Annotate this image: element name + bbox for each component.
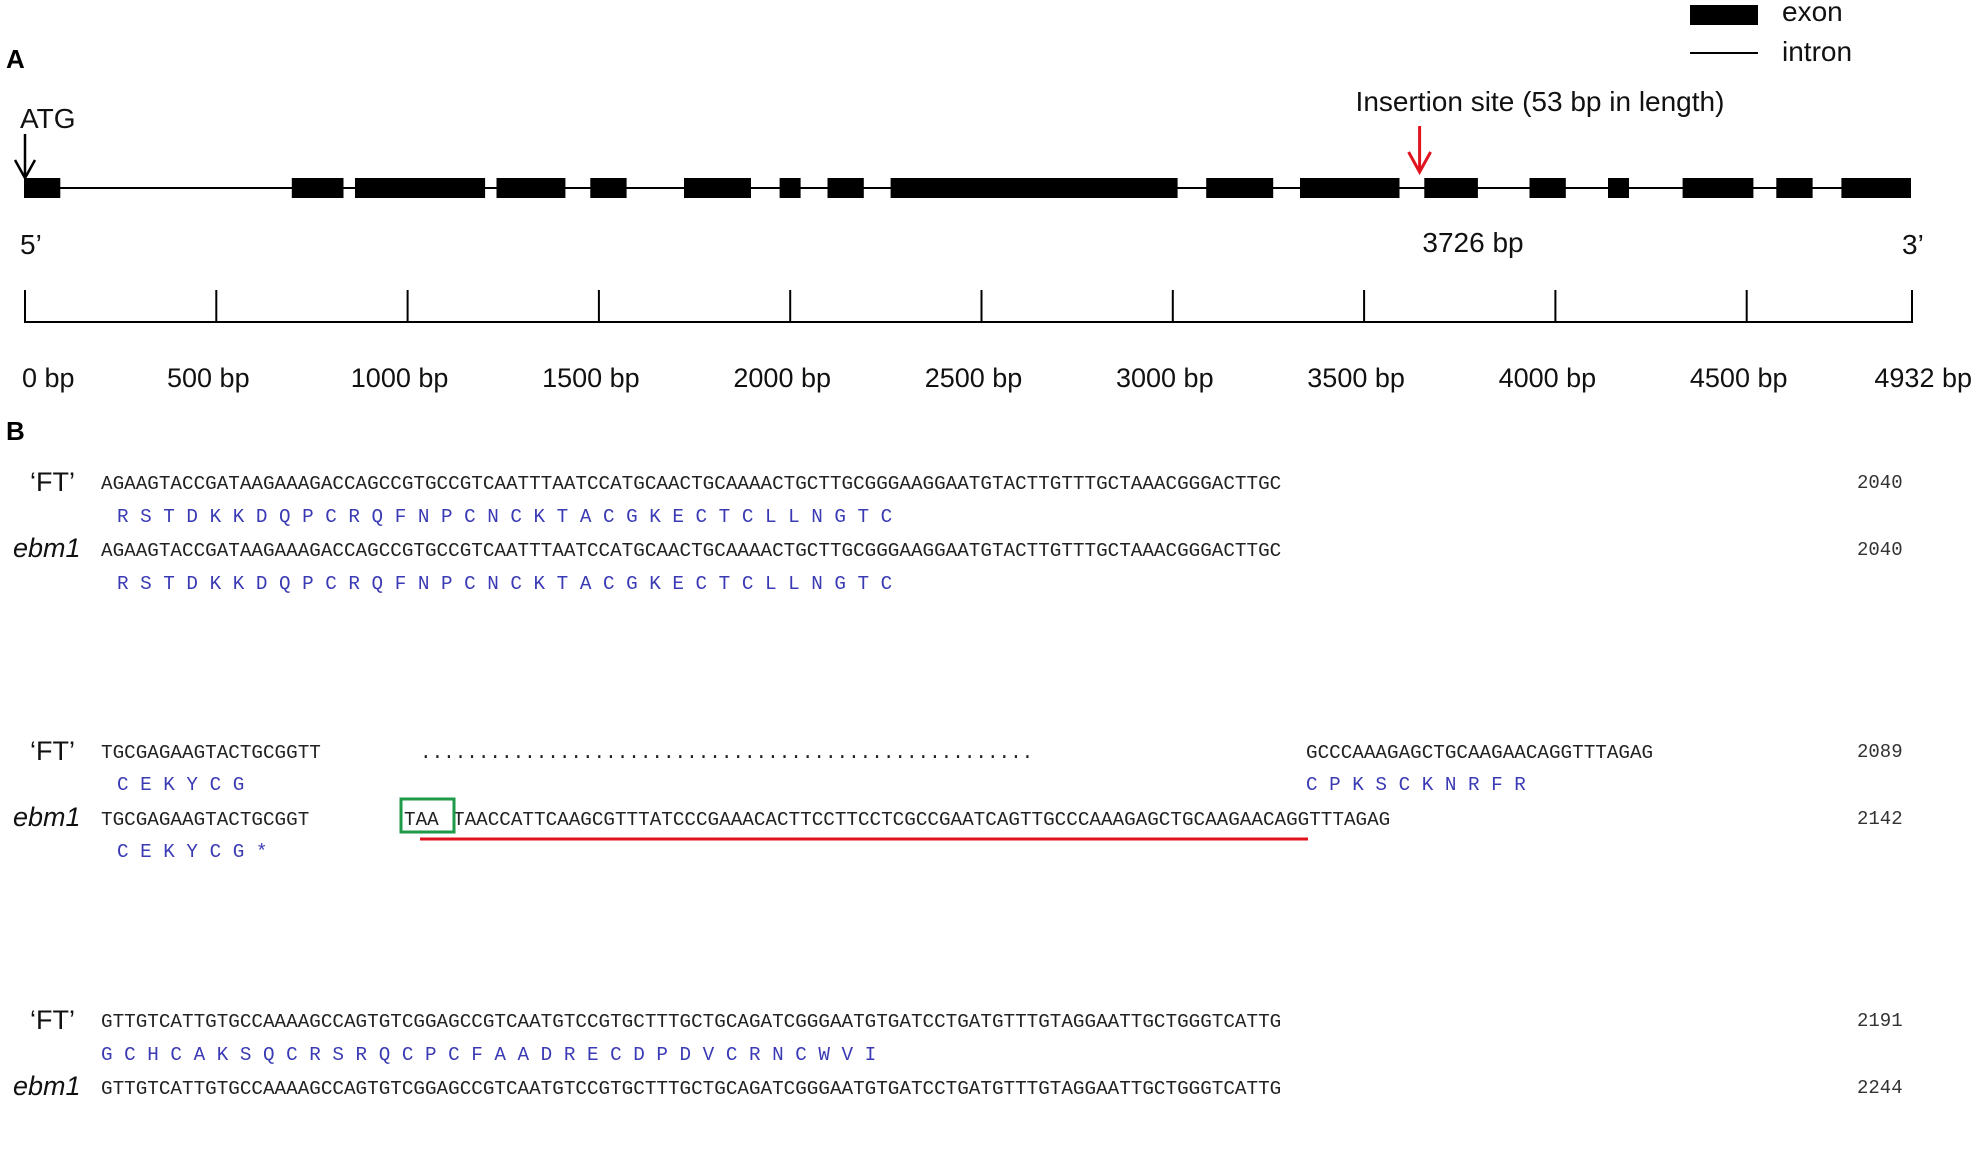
- exon-17: [1841, 178, 1911, 198]
- insertion-site-label: Insertion site (53 bp in length): [1356, 86, 1725, 117]
- legend-exon-label: exon: [1782, 0, 1843, 27]
- exon-7: [779, 178, 801, 198]
- legend-intron-label: intron: [1782, 36, 1852, 67]
- ft-amino-acid-translation: G C H C A K S Q C R S R Q C P C F A A D …: [101, 1044, 876, 1066]
- ebm1-dna-sequence: AGAAGTACCGATAAGAAAGACCAGCCGTGCCGTCAATTTA…: [101, 540, 1281, 562]
- ebm1-position-number: 2142: [1857, 808, 1903, 830]
- scale-tick-label: 4000 bp: [1499, 363, 1597, 393]
- ft-position-number: 2191: [1857, 1010, 1903, 1032]
- alignment-block-3: ‘FT’ GTTGTCATTGTGCCAAAAGCCAGTGTCGGAGCCGT…: [13, 1005, 1903, 1101]
- scale-tick-label: 4932 bp: [1874, 363, 1972, 393]
- three-prime-label: 3’: [1902, 229, 1924, 260]
- scale-tick-label: 500 bp: [167, 363, 250, 393]
- scale-tick-label: 1000 bp: [351, 363, 449, 393]
- scale-tick-label: 3000 bp: [1116, 363, 1214, 393]
- exon-13: [1529, 178, 1566, 198]
- ft-amino-acid-translation: R S T D K K D Q P C R Q F N P C N C K T …: [117, 506, 892, 528]
- exon-group: [24, 178, 1911, 198]
- ebm1-dna-sequence: TGCGAGAAGTACTGCGGT: [101, 809, 309, 831]
- exon-9: [890, 178, 1178, 198]
- alignment-block-2: ‘FT’ TGCGAGAAGTACTGCGGTT ...............…: [13, 736, 1903, 863]
- exon-6: [684, 178, 751, 198]
- ebm1-amino-acid-translation: C E K Y C G *: [117, 841, 267, 863]
- exon-14: [1608, 178, 1629, 198]
- scale-tick-label: 0 bp: [22, 363, 75, 393]
- exon-16: [1776, 178, 1813, 198]
- sequence-name-ft: ‘FT’: [30, 1005, 75, 1035]
- sequence-name-ebm1: ebm1: [13, 533, 81, 563]
- scale-tick-label: 4500 bp: [1690, 363, 1788, 393]
- ebm1-stop-codon: TAA: [404, 809, 439, 831]
- ft-position-number: 2040: [1857, 472, 1903, 494]
- exon-2: [291, 178, 344, 198]
- insertion-position-label: 3726 bp: [1422, 227, 1523, 258]
- exon-8: [827, 178, 864, 198]
- sequence-name-ebm1: ebm1: [13, 802, 81, 832]
- scale-tick-label: 2000 bp: [733, 363, 831, 393]
- gene-model: ATG Insertion site (53 bp in length) 5’ …: [13, 86, 1924, 260]
- sequence-name-ft: ‘FT’: [30, 467, 75, 497]
- scale-tick-label: 1500 bp: [542, 363, 640, 393]
- exon-12: [1424, 178, 1478, 198]
- ebm1-dna-sequence: GTTGTCATTGTGCCAAAAGCCAGTGTCGGAGCCGTCAATG…: [101, 1078, 1281, 1100]
- legend-exon-swatch: [1690, 5, 1758, 25]
- ft-dna-sequence: AGAAGTACCGATAAGAAAGACCAGCCGTGCCGTCAATTTA…: [101, 473, 1281, 495]
- sequence-name-ebm1: ebm1: [13, 1071, 81, 1101]
- insertion-arrow: [1407, 126, 1432, 176]
- ft-dna-sequence: GTTGTCATTGTGCCAAAAGCCAGTGTCGGAGCCGTCAATG…: [101, 1011, 1281, 1033]
- ebm1-amino-acid-translation: R S T D K K D Q P C R Q F N P C N C K T …: [117, 573, 892, 595]
- panel-label-b: B: [6, 416, 25, 446]
- ft-amino-acid-translation-continued: C P K S C K N R F R: [1306, 774, 1526, 796]
- exon-3: [355, 178, 486, 198]
- sequence-name-ft: ‘FT’: [30, 736, 75, 766]
- scale-tick-label: 3500 bp: [1307, 363, 1405, 393]
- scale-ticks: 0 bp 500 bp 1000 bp 1500 bp 2000 bp 2500 bp 30…: [22, 290, 1972, 393]
- stop-codon-box: [399, 797, 456, 834]
- atg-arrow: [13, 134, 37, 181]
- ft-alignment-gap: ........................................…: [420, 742, 1033, 764]
- exon-1: [24, 178, 61, 198]
- ebm1-position-number: 2040: [1857, 539, 1903, 561]
- ft-position-number: 2089: [1857, 741, 1903, 763]
- exon-11: [1300, 178, 1400, 198]
- ebm1-position-number: 2244: [1857, 1077, 1903, 1099]
- five-prime-label: 5’: [20, 229, 42, 260]
- scale-bar: 0 bp 500 bp 1000 bp 1500 bp 2000 bp 2500 bp 30…: [22, 290, 1972, 393]
- exon-15: [1682, 178, 1754, 198]
- panel-label-a: A: [6, 44, 25, 74]
- ebm1-dna-sequence-continued: TAACCATTCAAGCGTTTATCCCGAAACACTTCCTTCCTCG…: [453, 809, 1390, 831]
- ft-dna-sequence: TGCGAGAAGTACTGCGGTT: [101, 742, 321, 764]
- alignment-block-1: ‘FT’ AGAAGTACCGATAAGAAAGACCAGCCGTGCCGTCA…: [13, 467, 1903, 595]
- exon-4: [496, 178, 566, 198]
- ft-amino-acid-translation: C E K Y C G: [117, 774, 244, 796]
- atg-label: ATG: [20, 103, 75, 134]
- exon-10: [1206, 178, 1274, 198]
- legend: exon intron: [1690, 0, 1852, 67]
- ft-dna-sequence-continued: GCCCAAAGAGCTGCAAGAACAGGTTTAGAG: [1306, 742, 1653, 764]
- scale-tick-label: 2500 bp: [925, 363, 1023, 393]
- exon-5: [590, 178, 627, 198]
